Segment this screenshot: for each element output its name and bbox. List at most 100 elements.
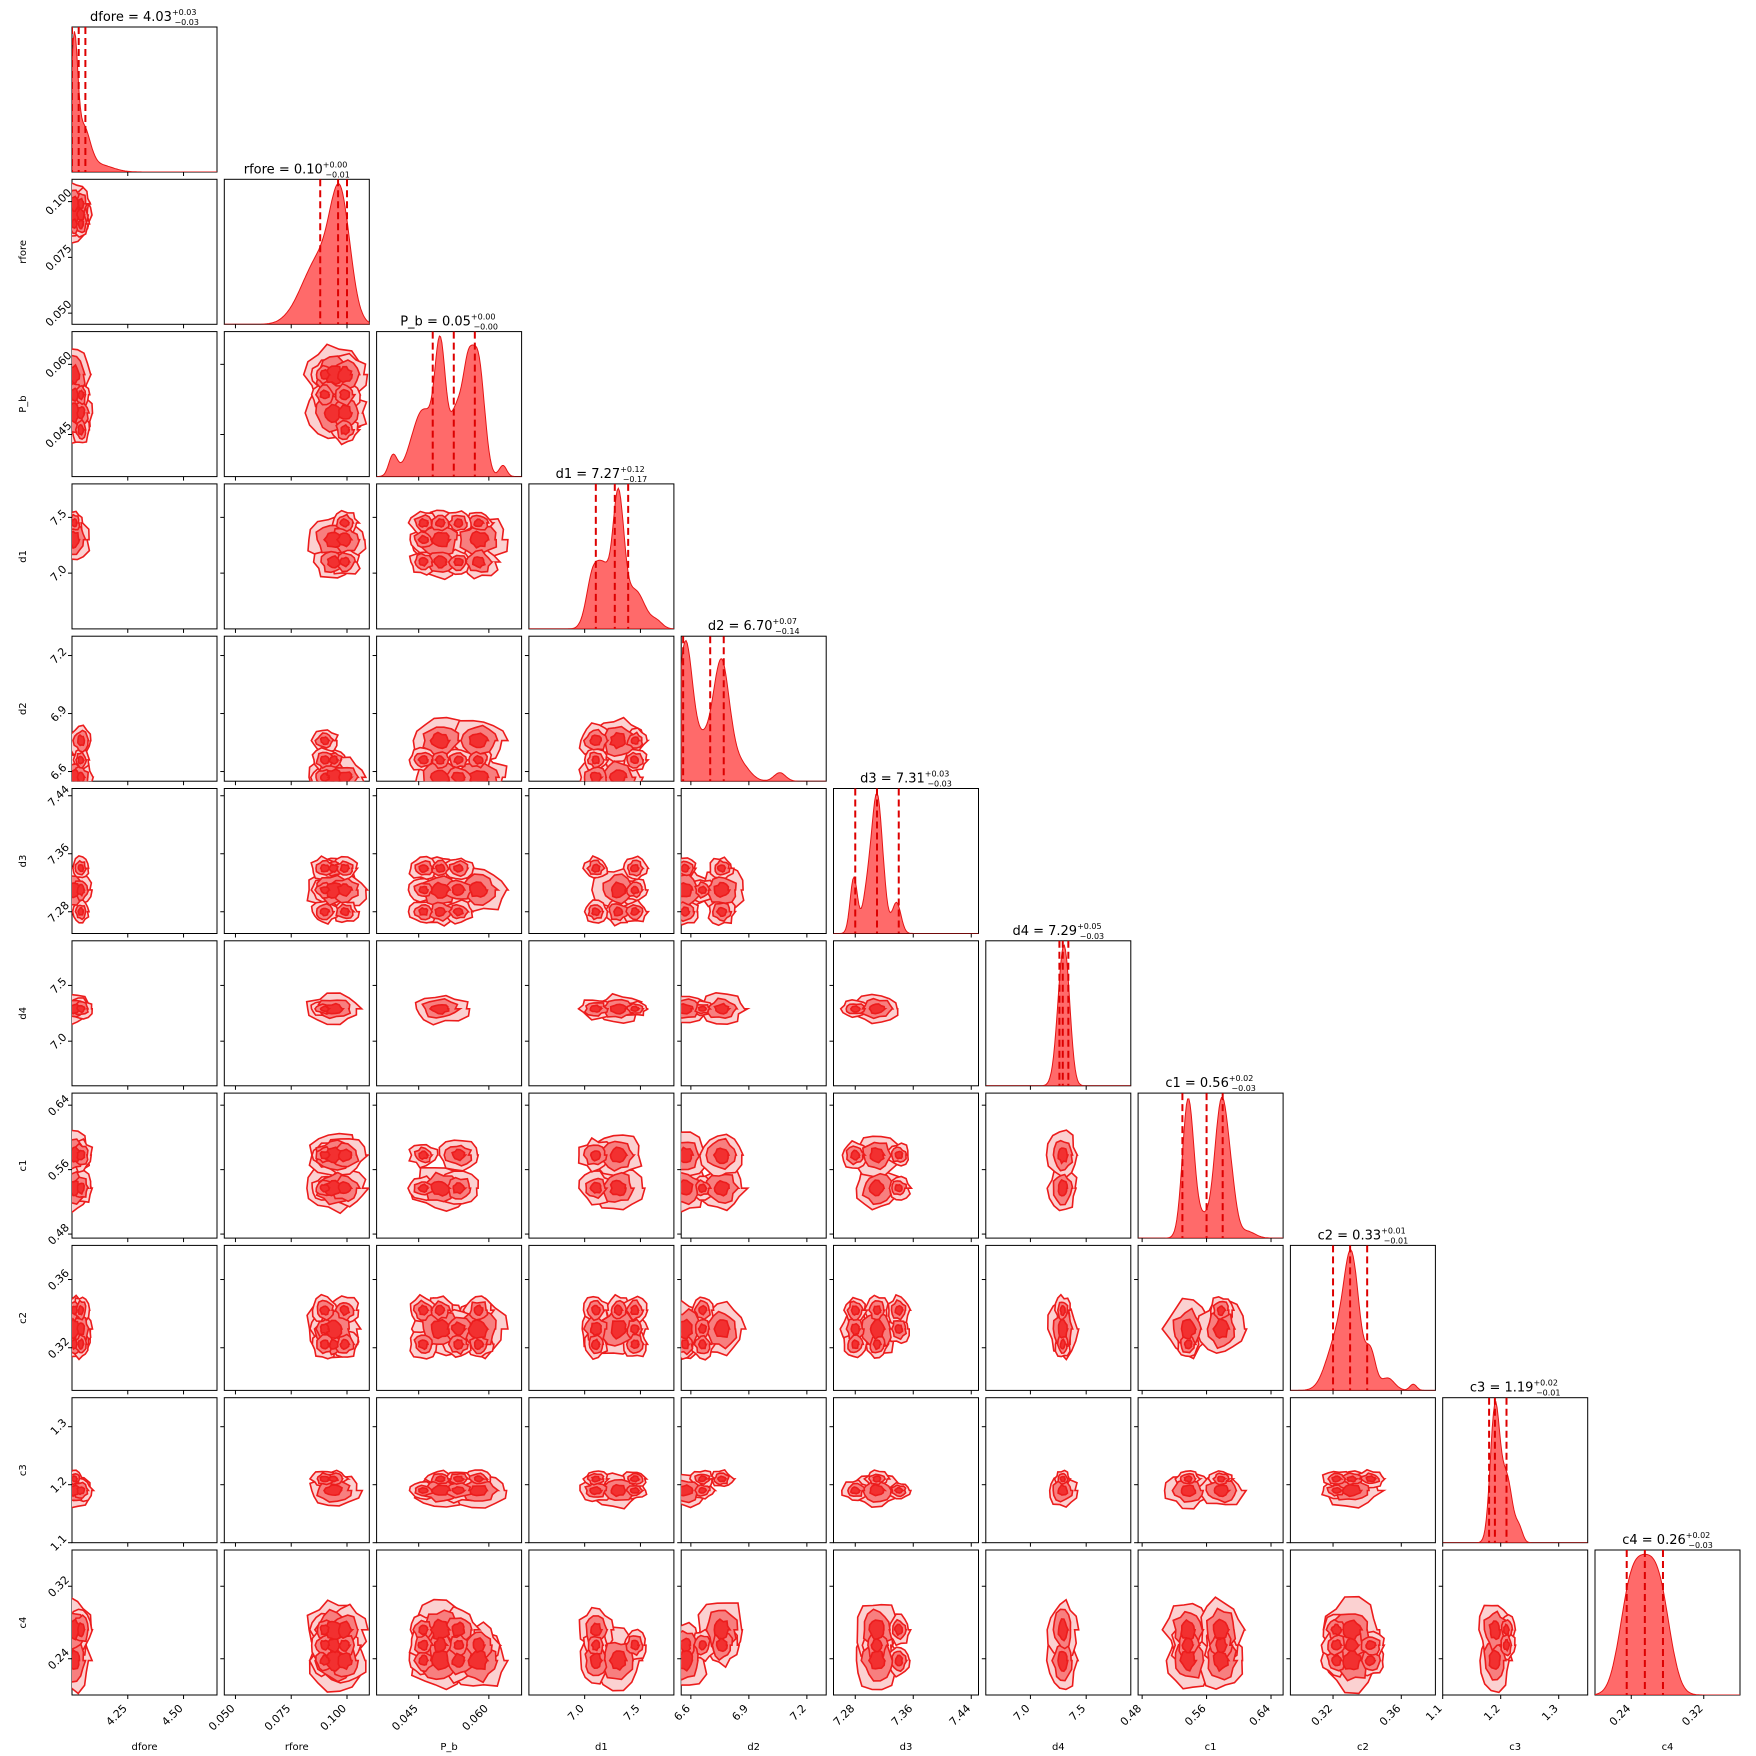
density-contour <box>697 1475 710 1483</box>
panel-d3-P_b <box>372 788 523 938</box>
x-axis-label-d1: d1 <box>595 1742 608 1753</box>
panel-d2-rfore <box>220 635 370 786</box>
density-contour <box>430 1318 451 1340</box>
density-contour <box>610 1483 627 1498</box>
x-tick-label: 0.32 <box>1679 1702 1706 1729</box>
density-contour <box>698 1640 708 1651</box>
density-contour <box>681 1002 695 1015</box>
histogram-c2 <box>1290 1249 1436 1391</box>
panel-frame <box>1137 1397 1284 1544</box>
y-axis-label-P_b: P_b <box>18 395 29 412</box>
panel-title-d1: d1 = 7.27+0.12 −0.17 <box>556 465 648 484</box>
y-axis-label-c2: c2 <box>18 1312 29 1324</box>
density-contour <box>72 387 79 403</box>
density-contour <box>473 1475 487 1483</box>
density-contour <box>630 1324 641 1335</box>
x-tick-label: 0.060 <box>460 1702 491 1733</box>
density-contour <box>430 1484 452 1496</box>
density-contour <box>337 1651 354 1671</box>
panel-d4-d4: d4 = 7.29+0.05 −0.03 <box>985 922 1132 1090</box>
panel-c3-c3: c3 = 1.19+0.02 −0.01 <box>1442 1379 1589 1547</box>
density-contour <box>1215 1637 1229 1654</box>
density-contour <box>430 881 452 899</box>
density-contour <box>337 1148 353 1163</box>
density-contour <box>339 556 351 568</box>
panel-c1-P_b <box>372 1092 523 1243</box>
density-contour <box>468 881 489 898</box>
density-contour <box>417 1304 430 1316</box>
density-contour <box>610 1320 629 1340</box>
y-tick-label: 0.36 <box>45 1267 72 1294</box>
x-tick-label: 7.0 <box>1011 1702 1033 1724</box>
panel-frame <box>680 788 827 934</box>
density-contour <box>589 1181 603 1194</box>
density-contour <box>1180 1484 1197 1498</box>
density-contour <box>1217 1475 1228 1483</box>
density-contour <box>469 1484 489 1497</box>
density-contour <box>697 1322 708 1335</box>
density-contour <box>1502 1623 1511 1636</box>
density-contour <box>340 423 351 436</box>
panel-c2-d4 <box>981 1244 1132 1395</box>
panel-c4-dfore: 4.25 4.50 0.24 0.32 <box>45 1549 218 1728</box>
x-tick-label: 1.3 <box>1539 1702 1561 1724</box>
panel-d4-rfore <box>220 940 370 1090</box>
x-tick-label: 0.36 <box>1377 1702 1404 1729</box>
density-contour <box>77 1621 86 1638</box>
density-contour <box>72 1475 79 1483</box>
density-contour <box>434 755 447 765</box>
panel-frame <box>71 1397 218 1544</box>
panel-c2-rfore <box>220 1244 370 1395</box>
density-contour <box>319 755 331 765</box>
y-tick-label: 0.24 <box>45 1646 72 1673</box>
density-contour <box>713 1179 730 1197</box>
density-contour <box>319 1305 331 1316</box>
density-contour <box>418 906 429 916</box>
histogram-c3 <box>1442 1400 1588 1543</box>
density-contour <box>589 1652 604 1670</box>
density-contour <box>319 389 331 400</box>
density-contour <box>319 1322 330 1335</box>
density-contour <box>76 207 86 221</box>
density-contour <box>609 731 626 750</box>
density-contour <box>338 771 354 782</box>
histogram-d3 <box>833 791 979 934</box>
density-contour <box>469 530 490 549</box>
density-contour <box>591 907 603 917</box>
density-contour <box>608 1650 629 1672</box>
histogram-P_b <box>376 335 522 477</box>
density-contour <box>72 195 80 213</box>
x-tick-label: 7.5 <box>621 1702 643 1724</box>
density-contour <box>630 755 640 764</box>
density-contour <box>338 388 351 401</box>
density-contour <box>337 1181 354 1195</box>
density-contour <box>1057 1147 1070 1165</box>
density-contour <box>681 906 691 917</box>
x-tick-label: 0.64 <box>1247 1702 1274 1729</box>
density-contour <box>868 1179 886 1197</box>
density-contour <box>76 1149 86 1161</box>
x-axis-label-rfore: rfore <box>285 1742 309 1753</box>
density-contour <box>715 1637 729 1653</box>
density-contour <box>77 755 86 765</box>
panel-c1-rfore <box>220 1092 370 1243</box>
x-tick-label: 0.56 <box>1182 1702 1209 1729</box>
density-contour <box>681 863 691 873</box>
x-axis-label-c3: c3 <box>1509 1742 1521 1753</box>
density-contour <box>319 863 331 873</box>
density-contour <box>453 1639 465 1650</box>
panel-frame <box>71 635 218 782</box>
density-contour <box>1365 1474 1378 1483</box>
density-contour <box>339 907 352 917</box>
panel-c4-c1: 0.48 0.56 0.64 <box>1118 1549 1284 1729</box>
density-contour <box>1364 1655 1377 1667</box>
panel-c4-P_b: 0.045 0.060 <box>372 1549 523 1733</box>
density-contour <box>589 734 603 747</box>
density-contour <box>630 1005 641 1013</box>
panel-d4-d2 <box>677 940 827 1090</box>
density-contour <box>630 1304 640 1316</box>
density-contour <box>713 1002 732 1015</box>
panel-d4-d3 <box>829 940 979 1090</box>
density-contour <box>1057 1318 1069 1339</box>
x-axis-label-d3: d3 <box>900 1742 913 1753</box>
